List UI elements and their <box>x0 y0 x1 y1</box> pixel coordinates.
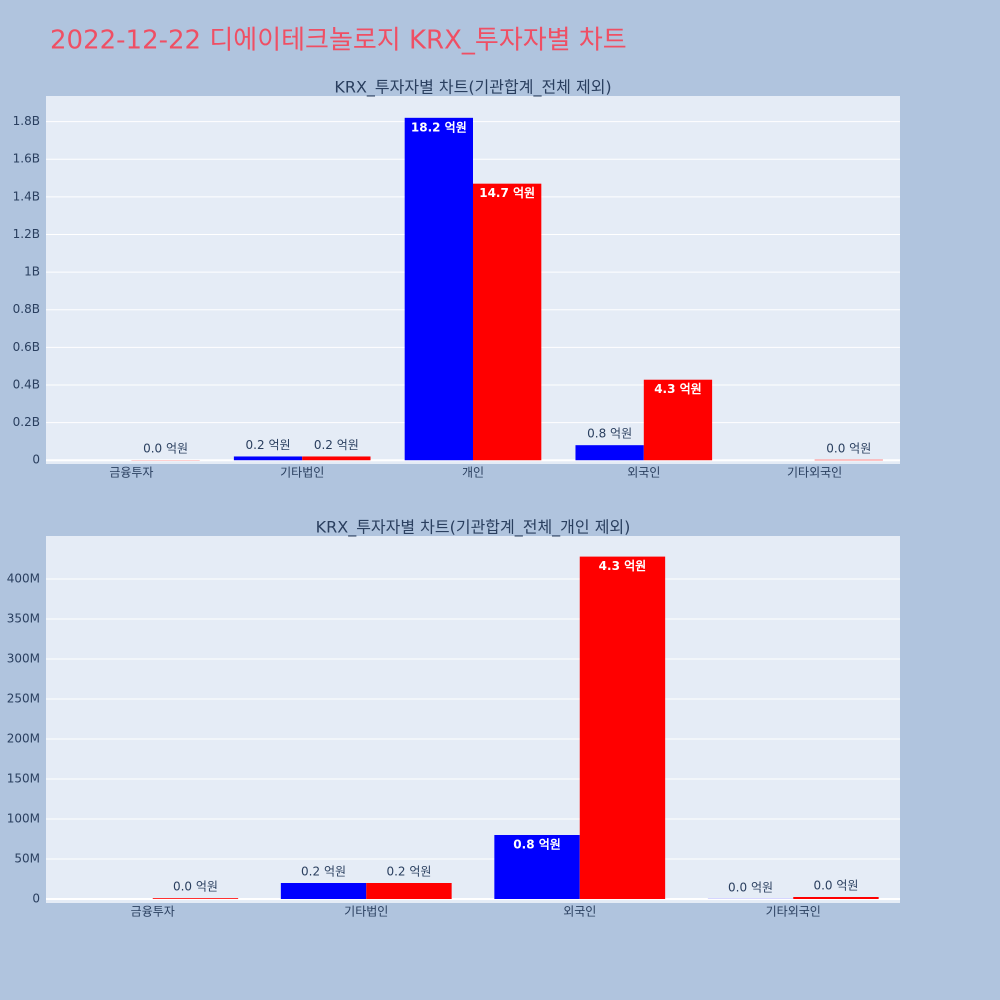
y-tick-label: 0 <box>32 892 40 906</box>
x-tick-label: 기타외국인 <box>766 905 821 919</box>
value-label: 0.0 억원 <box>813 879 858 893</box>
y-tick-label: 1B <box>24 265 40 279</box>
bar <box>366 883 452 899</box>
y-tick-label: 1.6B <box>13 152 40 166</box>
bar <box>152 898 239 899</box>
value-label: 0.0 억원 <box>728 880 773 894</box>
y-tick-label: 0.8B <box>13 302 40 316</box>
bar <box>793 897 879 899</box>
value-label: 0.0 억원 <box>173 880 218 894</box>
value-label: 4.3 억원 <box>599 559 647 573</box>
value-label: 0.2 억원 <box>246 438 291 452</box>
y-tick-label: 400M <box>7 572 40 586</box>
value-label: 0.2 억원 <box>301 865 346 879</box>
bar <box>404 117 473 461</box>
y-tick-label: 1.4B <box>13 189 40 203</box>
plot-area <box>46 536 900 903</box>
value-label: 14.7 억원 <box>479 186 535 200</box>
y-tick-label: 0.4B <box>13 377 40 391</box>
y-tick-label: 50M <box>14 852 40 866</box>
value-label: 18.2 억원 <box>411 120 467 134</box>
x-tick-label: 개인 <box>462 466 484 480</box>
bar <box>575 445 644 461</box>
value-label: 0.2 억원 <box>314 438 359 452</box>
bar <box>643 379 713 461</box>
x-tick-label: 기타외국인 <box>787 466 842 480</box>
y-tick-label: 350M <box>7 612 40 626</box>
x-tick-label: 금융투자 <box>109 466 153 480</box>
y-tick-label: 1.8B <box>13 114 40 128</box>
x-tick-label: 기타법인 <box>344 905 388 919</box>
y-tick-label: 0.2B <box>13 415 40 429</box>
y-tick-label: 200M <box>7 732 40 746</box>
bar <box>302 456 371 461</box>
value-label: 0.2 억원 <box>386 865 431 879</box>
chart-title: KRX_투자자별 차트(기관합계_전체 제외) <box>334 78 611 98</box>
value-label: 0.8 억원 <box>513 838 561 852</box>
x-tick-label: 외국인 <box>563 905 596 919</box>
y-tick-label: 0.6B <box>13 340 40 354</box>
y-tick-label: 150M <box>7 772 40 786</box>
y-tick-label: 0 <box>32 453 40 467</box>
x-tick-label: 금융투자 <box>131 905 175 919</box>
y-tick-label: 300M <box>7 652 40 666</box>
bar <box>579 556 666 899</box>
bar <box>233 456 303 461</box>
bar <box>473 183 542 461</box>
page-title: 2022-12-22 디에이테크놀로지 KRX_투자자별 차트 <box>50 26 627 56</box>
bar <box>494 835 580 899</box>
x-tick-label: 기타법인 <box>280 466 324 480</box>
y-tick-label: 1.2B <box>13 227 40 241</box>
value-label: 0.8 억원 <box>587 427 632 441</box>
bar <box>280 883 367 899</box>
value-label: 0.0 억원 <box>143 442 188 456</box>
y-tick-label: 100M <box>7 812 40 826</box>
x-tick-label: 외국인 <box>627 466 660 480</box>
chart-title: KRX_투자자별 차트(기관합계_전체_개인 제외) <box>316 518 631 538</box>
value-label: 4.3 억원 <box>654 382 702 396</box>
y-tick-label: 250M <box>7 692 40 706</box>
value-label: 0.0 억원 <box>826 441 871 455</box>
